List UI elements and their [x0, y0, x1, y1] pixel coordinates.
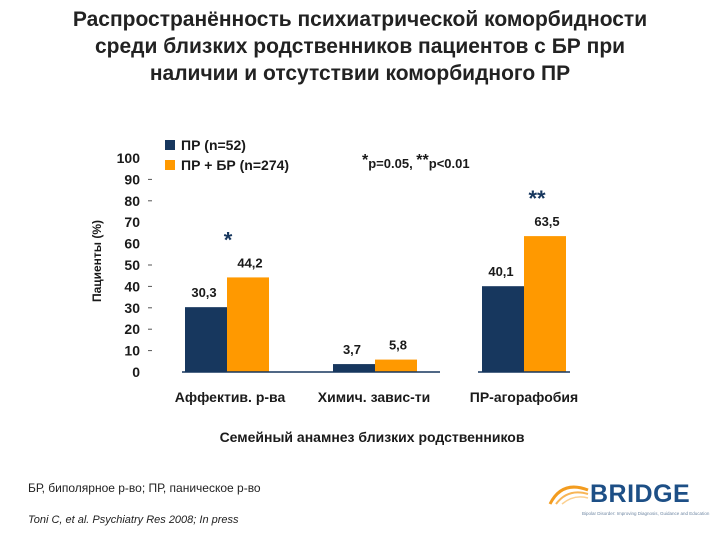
legend-swatch: [165, 160, 175, 170]
y-tick-label: 0: [132, 364, 140, 380]
bridge-logo-mark-icon: [548, 485, 589, 505]
citation: Toni C, et al. Psychiatry Res 2008; In p…: [28, 514, 239, 526]
significance-note-part: p<0.01: [429, 156, 470, 171]
y-tick-label: 100: [117, 150, 141, 166]
x-category-label: Химич. завис-ти: [318, 389, 431, 405]
significance-note-part: **: [416, 152, 429, 169]
bar-pr: [333, 364, 375, 372]
y-tick-label: 90: [124, 171, 140, 187]
data-label: 5,8: [389, 338, 407, 353]
bar-pr-br: [375, 359, 417, 372]
title-line-3: наличии и отсутствии коморбидного ПР: [149, 62, 571, 85]
bar-chart: Пациенты (%) 0 10 20 30 40 50 60 70 80 90 100 30,3 3,…: [90, 137, 578, 445]
significance-note-part: *: [362, 152, 369, 169]
y-tick-label: 30: [124, 300, 140, 316]
footnote: БР, биполярное р-во; ПР, паническое р-во: [28, 481, 261, 495]
significance-note: *p=0.05, **p<0.01: [362, 152, 470, 171]
y-tick-label: 50: [124, 257, 140, 273]
data-label: 63,5: [534, 214, 559, 229]
title-line-2: среди близких родственников пациентов с …: [94, 35, 626, 58]
y-tick-label: 10: [124, 343, 140, 359]
y-tick-label: 70: [124, 214, 140, 230]
data-label: 44,2: [237, 255, 262, 270]
bridge-logo-text: BRIDGE: [590, 480, 691, 508]
data-label: 3,7: [343, 342, 361, 357]
data-label: 40,1: [488, 264, 513, 279]
bridge-logo-tagline: Bipolar Disorder: Improving Diagnosis, G…: [582, 511, 710, 516]
page-title: Распространённость психиатрической комор…: [20, 6, 700, 87]
x-category-label: Аффектив. р-ва: [175, 389, 286, 405]
x-category-label: ПР-агорафобия: [470, 389, 578, 405]
y-tick-label: 80: [124, 193, 140, 209]
data-label: 30,3: [191, 285, 216, 300]
bar-pr-br: [524, 236, 566, 372]
legend-swatch: [165, 140, 175, 150]
bar-pr: [185, 307, 227, 372]
significance-marker: **: [528, 186, 546, 211]
y-tick-label: 40: [124, 278, 140, 294]
y-axis-label: Пациенты (%): [90, 220, 104, 302]
legend-label: ПР (n=52): [181, 137, 246, 153]
legend-label: ПР + БР (n=274): [181, 157, 289, 173]
y-tick-label: 60: [124, 236, 140, 252]
bar-pr-br: [227, 277, 269, 372]
significance-note-part: p=0.05,: [368, 156, 416, 171]
title-line-1: Распространённость психиатрической комор…: [72, 8, 648, 31]
y-tick-label: 20: [124, 321, 140, 337]
bar-pr: [482, 286, 524, 372]
significance-marker: *: [224, 227, 233, 252]
bridge-logo: BRIDGE Bipolar Disorder: Improving Diagn…: [548, 474, 710, 524]
x-axis-label: Семейный анамнез близких родственников: [220, 429, 525, 445]
